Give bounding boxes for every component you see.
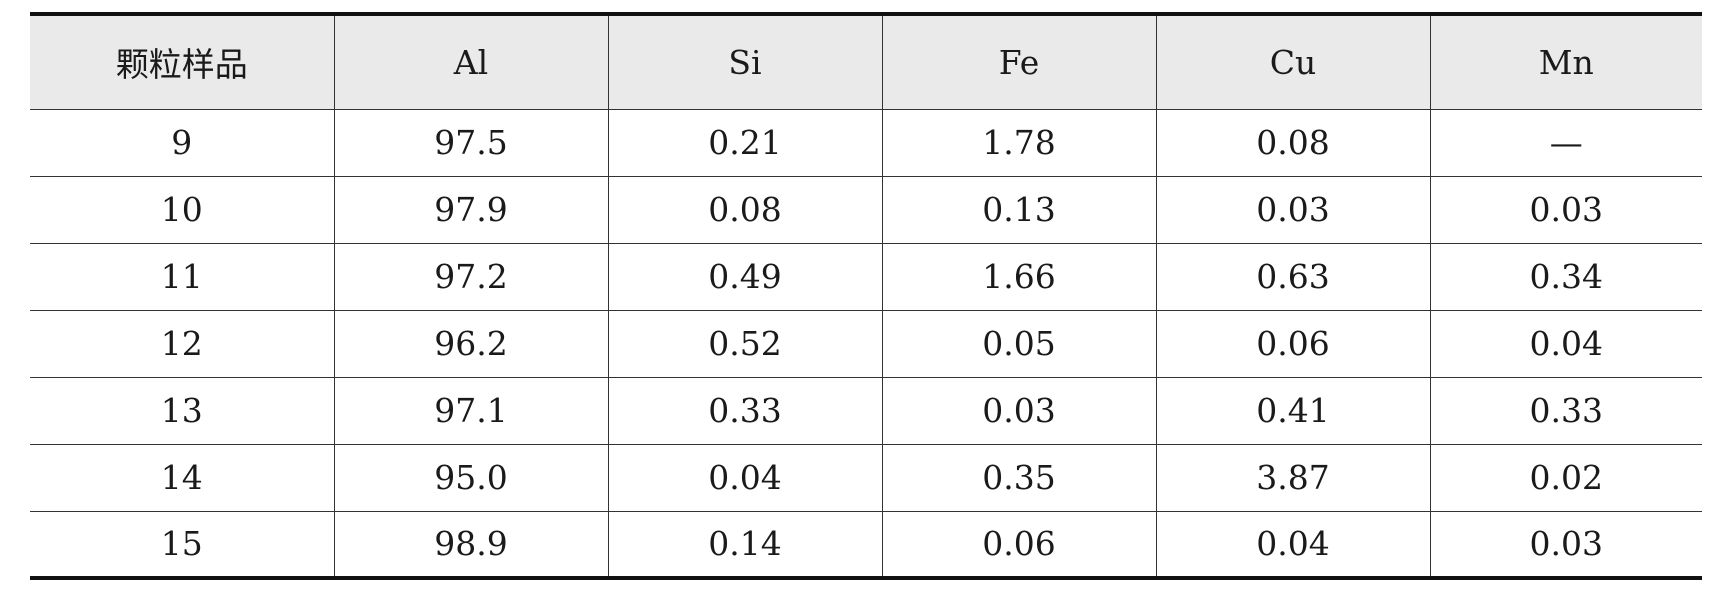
cell-mn: 0.03	[1429, 511, 1702, 578]
cell-fe: 0.05	[881, 310, 1156, 377]
cell-si: 0.49	[607, 243, 882, 310]
cell-mn: 0.04	[1429, 310, 1702, 377]
cell-al: 97.1	[333, 377, 608, 444]
header-mn: Mn	[1429, 14, 1702, 109]
cell-sample: 9	[171, 123, 193, 162]
cell-cu: 0.06	[1155, 310, 1430, 377]
cell-al: 97.5	[333, 109, 608, 176]
cell-al: 98.9	[333, 511, 608, 578]
cell-fe: 0.03	[881, 377, 1156, 444]
cell-cu: 0.04	[1155, 511, 1430, 578]
cell-fe: 1.66	[881, 243, 1156, 310]
cell-mn: 0.02	[1429, 444, 1702, 511]
cell-mn: 0.34	[1429, 243, 1702, 310]
cell-si: 0.33	[607, 377, 882, 444]
header-al: Al	[333, 14, 608, 109]
cell-al: 97.2	[333, 243, 608, 310]
cell-cu: 0.41	[1155, 377, 1430, 444]
cell-mn: —	[1429, 109, 1702, 176]
cell-sample: 10	[160, 190, 203, 229]
cell-mn: 0.03	[1429, 176, 1702, 243]
cell-sample: 13	[160, 391, 203, 430]
table-row: 12 96.2 0.52 0.05 0.06 0.04	[30, 310, 1702, 377]
cell-si: 0.04	[607, 444, 882, 511]
cell-al: 96.2	[333, 310, 608, 377]
cell-al: 97.9	[333, 176, 608, 243]
table-row: 10 97.9 0.08 0.13 0.03 0.03	[30, 176, 1702, 243]
table-header-row: 颗粒样品 Al Si Fe Cu Mn	[30, 14, 1702, 109]
cell-sample: 11	[160, 257, 203, 296]
cell-fe: 0.13	[881, 176, 1156, 243]
cell-fe: 0.35	[881, 444, 1156, 511]
cell-si: 0.52	[607, 310, 882, 377]
cell-sample: 14	[160, 458, 203, 497]
cell-cu: 0.03	[1155, 176, 1430, 243]
cell-fe: 0.06	[881, 511, 1156, 578]
composition-table: 颗粒样品 Al Si Fe Cu Mn 9 97.5 0.21 1.78 0.0…	[30, 12, 1702, 580]
cell-si: 0.08	[607, 176, 882, 243]
cell-si: 0.14	[607, 511, 882, 578]
header-si: Si	[607, 14, 882, 109]
cell-sample: 15	[160, 524, 203, 564]
composition-table-container: 颗粒样品 Al Si Fe Cu Mn 9 97.5 0.21 1.78 0.0…	[30, 12, 1702, 580]
table-row: 14 95.0 0.04 0.35 3.87 0.02	[30, 444, 1702, 511]
header-sample: 颗粒样品	[115, 45, 248, 85]
cell-cu: 0.63	[1155, 243, 1430, 310]
table-row: 15 98.9 0.14 0.06 0.04 0.03	[30, 511, 1702, 578]
table-row: 9 97.5 0.21 1.78 0.08 —	[30, 109, 1702, 176]
cell-mn: 0.33	[1429, 377, 1702, 444]
cell-cu: 0.08	[1155, 109, 1430, 176]
header-fe: Fe	[881, 14, 1156, 109]
table-row: 13 97.1 0.33 0.03 0.41 0.33	[30, 377, 1702, 444]
cell-fe: 1.78	[881, 109, 1156, 176]
cell-sample: 12	[160, 324, 203, 363]
header-cu: Cu	[1155, 14, 1430, 109]
cell-si: 0.21	[607, 109, 882, 176]
cell-al: 95.0	[333, 444, 608, 511]
cell-cu: 3.87	[1155, 444, 1430, 511]
table-row: 11 97.2 0.49 1.66 0.63 0.34	[30, 243, 1702, 310]
